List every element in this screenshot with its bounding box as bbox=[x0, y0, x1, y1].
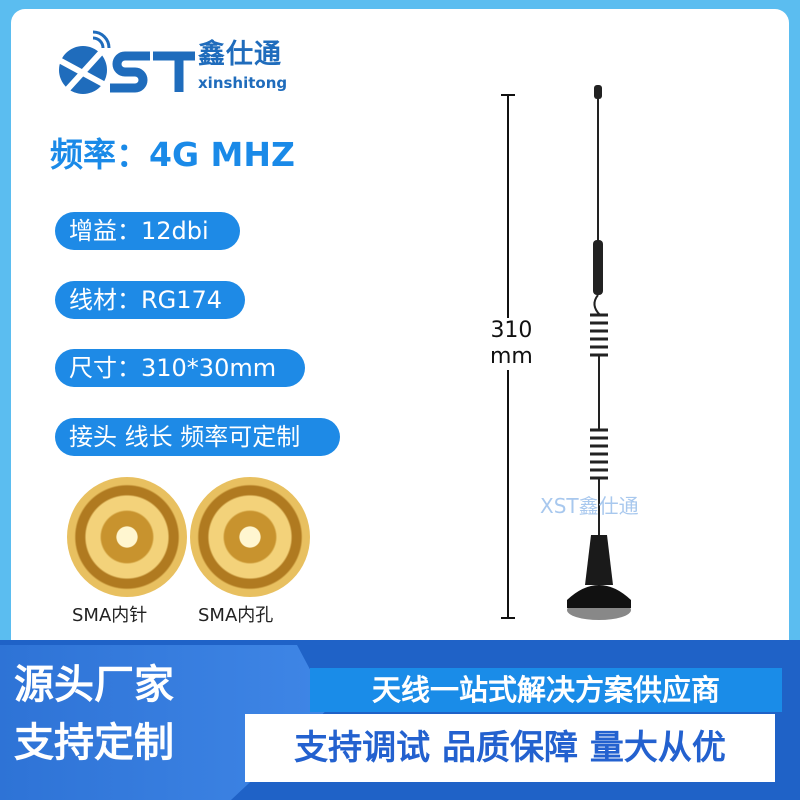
dimension-unit: mm bbox=[490, 344, 533, 369]
footer-left-line2: 支持定制 bbox=[14, 720, 174, 766]
features-band: 支持调试 品质保障 量大从优 bbox=[245, 714, 775, 782]
footer-left-line1: 源头厂家 bbox=[14, 662, 174, 708]
spec-size: 尺寸：310*30mm bbox=[55, 349, 305, 387]
connector-sma-pin-image bbox=[67, 477, 187, 597]
tagline-band: 天线一站式解决方案供应商 bbox=[310, 668, 782, 712]
connector-sma-hole-image bbox=[190, 477, 310, 597]
dimension-value: 310 bbox=[490, 318, 533, 343]
spec-custom: 接头 线长 频率可定制 bbox=[55, 418, 340, 456]
brand-name-en: xinshitong bbox=[198, 74, 288, 92]
spec-gain: 增益：12dbi bbox=[55, 212, 240, 250]
brand-logo bbox=[57, 30, 195, 95]
watermark: XST鑫仕通 bbox=[540, 494, 639, 518]
spec-cable: 线材：RG174 bbox=[55, 281, 245, 319]
dimension-label: 310 mm bbox=[490, 318, 533, 370]
footer-left-text: 源头厂家 支持定制 bbox=[14, 656, 174, 772]
connector-label: SMA内针 bbox=[72, 605, 148, 626]
connector-label: SMA内孔 bbox=[198, 605, 274, 626]
antenna-image bbox=[501, 85, 631, 620]
frequency-heading: 频率：4G MHZ bbox=[50, 135, 295, 174]
brand-name-cn: 鑫仕通 bbox=[198, 39, 282, 70]
